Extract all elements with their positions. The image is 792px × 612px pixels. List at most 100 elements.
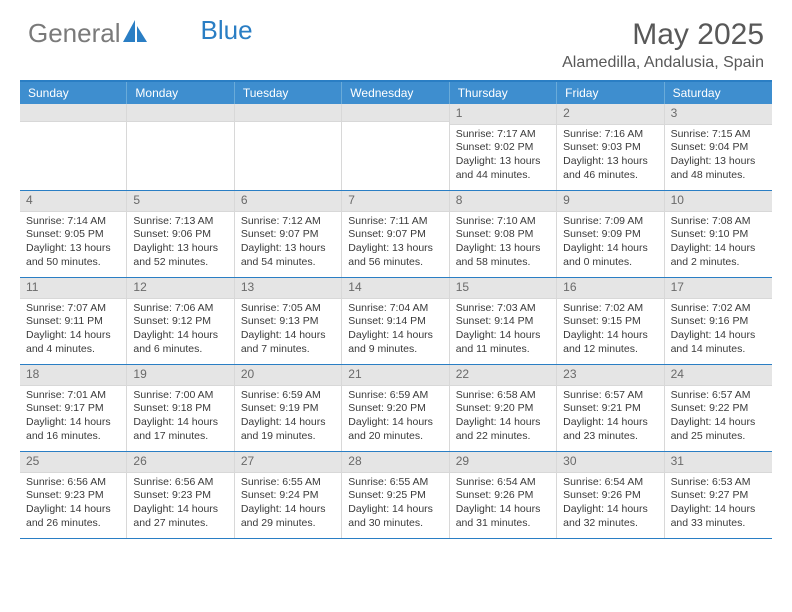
day-cell: 21Sunrise: 6:59 AMSunset: 9:20 PMDayligh… [342, 365, 449, 451]
day-cell: 26Sunrise: 6:56 AMSunset: 9:23 PMDayligh… [127, 452, 234, 538]
day-text: Sunrise: 7:04 AMSunset: 9:14 PMDaylight:… [342, 299, 448, 360]
day-cell: 30Sunrise: 6:54 AMSunset: 9:26 PMDayligh… [557, 452, 664, 538]
day-text: Sunrise: 7:11 AMSunset: 9:07 PMDaylight:… [342, 212, 448, 273]
day-cell: 11Sunrise: 7:07 AMSunset: 9:11 PMDayligh… [20, 278, 127, 364]
day-number: 27 [235, 452, 341, 473]
day-cell [342, 104, 449, 190]
day-number: 13 [235, 278, 341, 299]
day-text: Sunrise: 7:17 AMSunset: 9:02 PMDaylight:… [450, 125, 556, 186]
location-subtitle: Alamedilla, Andalusia, Spain [562, 54, 764, 72]
day-text: Sunrise: 7:09 AMSunset: 9:09 PMDaylight:… [557, 212, 663, 273]
day-number [235, 104, 341, 122]
day-number: 2 [557, 104, 663, 125]
day-header-cell: Wednesday [342, 82, 449, 104]
day-number [342, 104, 448, 122]
day-cell: 14Sunrise: 7:04 AMSunset: 9:14 PMDayligh… [342, 278, 449, 364]
day-cell: 29Sunrise: 6:54 AMSunset: 9:26 PMDayligh… [450, 452, 557, 538]
day-text: Sunrise: 7:01 AMSunset: 9:17 PMDaylight:… [20, 386, 126, 447]
day-text: Sunrise: 7:00 AMSunset: 9:18 PMDaylight:… [127, 386, 233, 447]
day-text: Sunrise: 6:54 AMSunset: 9:26 PMDaylight:… [450, 473, 556, 534]
day-number: 19 [127, 365, 233, 386]
day-number: 12 [127, 278, 233, 299]
day-header-cell: Sunday [20, 82, 127, 104]
day-text: Sunrise: 6:55 AMSunset: 9:24 PMDaylight:… [235, 473, 341, 534]
day-text: Sunrise: 7:13 AMSunset: 9:06 PMDaylight:… [127, 212, 233, 273]
day-number: 21 [342, 365, 448, 386]
day-number: 14 [342, 278, 448, 299]
day-header-cell: Monday [127, 82, 234, 104]
day-number: 22 [450, 365, 556, 386]
day-number: 25 [20, 452, 126, 473]
day-number: 3 [665, 104, 772, 125]
day-cell: 28Sunrise: 6:55 AMSunset: 9:25 PMDayligh… [342, 452, 449, 538]
day-cell: 7Sunrise: 7:11 AMSunset: 9:07 PMDaylight… [342, 191, 449, 277]
day-number: 17 [665, 278, 772, 299]
day-cell: 6Sunrise: 7:12 AMSunset: 9:07 PMDaylight… [235, 191, 342, 277]
week-row: 18Sunrise: 7:01 AMSunset: 9:17 PMDayligh… [20, 365, 772, 452]
day-cell: 20Sunrise: 6:59 AMSunset: 9:19 PMDayligh… [235, 365, 342, 451]
day-text: Sunrise: 6:56 AMSunset: 9:23 PMDaylight:… [127, 473, 233, 534]
day-text: Sunrise: 7:02 AMSunset: 9:16 PMDaylight:… [665, 299, 772, 360]
day-cell: 3Sunrise: 7:15 AMSunset: 9:04 PMDaylight… [665, 104, 772, 190]
day-text: Sunrise: 7:05 AMSunset: 9:13 PMDaylight:… [235, 299, 341, 360]
day-text: Sunrise: 6:56 AMSunset: 9:23 PMDaylight:… [20, 473, 126, 534]
day-header-cell: Friday [557, 82, 664, 104]
day-number: 24 [665, 365, 772, 386]
month-title: May 2025 [562, 18, 764, 52]
day-cell: 5Sunrise: 7:13 AMSunset: 9:06 PMDaylight… [127, 191, 234, 277]
day-cell: 4Sunrise: 7:14 AMSunset: 9:05 PMDaylight… [20, 191, 127, 277]
day-text: Sunrise: 7:02 AMSunset: 9:15 PMDaylight:… [557, 299, 663, 360]
day-number: 7 [342, 191, 448, 212]
logo: General Blue [28, 18, 253, 49]
day-cell: 10Sunrise: 7:08 AMSunset: 9:10 PMDayligh… [665, 191, 772, 277]
title-block: May 2025 Alamedilla, Andalusia, Spain [562, 18, 764, 72]
day-text: Sunrise: 6:55 AMSunset: 9:25 PMDaylight:… [342, 473, 448, 534]
week-row: 25Sunrise: 6:56 AMSunset: 9:23 PMDayligh… [20, 452, 772, 539]
day-text: Sunrise: 6:59 AMSunset: 9:20 PMDaylight:… [342, 386, 448, 447]
week-row: 1Sunrise: 7:17 AMSunset: 9:02 PMDaylight… [20, 104, 772, 191]
day-number: 16 [557, 278, 663, 299]
day-cell: 19Sunrise: 7:00 AMSunset: 9:18 PMDayligh… [127, 365, 234, 451]
logo-text-blue: Blue [201, 15, 253, 46]
day-text: Sunrise: 7:14 AMSunset: 9:05 PMDaylight:… [20, 212, 126, 273]
day-cell: 23Sunrise: 6:57 AMSunset: 9:21 PMDayligh… [557, 365, 664, 451]
day-cell [235, 104, 342, 190]
day-text: Sunrise: 7:06 AMSunset: 9:12 PMDaylight:… [127, 299, 233, 360]
day-number: 5 [127, 191, 233, 212]
day-cell: 16Sunrise: 7:02 AMSunset: 9:15 PMDayligh… [557, 278, 664, 364]
day-cell [20, 104, 127, 190]
day-number [127, 104, 233, 122]
day-text: Sunrise: 7:07 AMSunset: 9:11 PMDaylight:… [20, 299, 126, 360]
day-number: 29 [450, 452, 556, 473]
day-cell: 9Sunrise: 7:09 AMSunset: 9:09 PMDaylight… [557, 191, 664, 277]
day-text: Sunrise: 6:59 AMSunset: 9:19 PMDaylight:… [235, 386, 341, 447]
day-header-row: SundayMondayTuesdayWednesdayThursdayFrid… [20, 82, 772, 104]
day-header-cell: Saturday [665, 82, 772, 104]
logo-text-gray: General [28, 18, 121, 49]
calendar-body: 1Sunrise: 7:17 AMSunset: 9:02 PMDaylight… [20, 104, 772, 539]
day-number: 31 [665, 452, 772, 473]
logo-sail-icon [123, 18, 149, 49]
day-text: Sunrise: 6:57 AMSunset: 9:21 PMDaylight:… [557, 386, 663, 447]
week-row: 11Sunrise: 7:07 AMSunset: 9:11 PMDayligh… [20, 278, 772, 365]
day-cell: 15Sunrise: 7:03 AMSunset: 9:14 PMDayligh… [450, 278, 557, 364]
day-cell: 25Sunrise: 6:56 AMSunset: 9:23 PMDayligh… [20, 452, 127, 538]
day-number: 15 [450, 278, 556, 299]
day-cell: 17Sunrise: 7:02 AMSunset: 9:16 PMDayligh… [665, 278, 772, 364]
day-number: 9 [557, 191, 663, 212]
day-cell: 18Sunrise: 7:01 AMSunset: 9:17 PMDayligh… [20, 365, 127, 451]
week-row: 4Sunrise: 7:14 AMSunset: 9:05 PMDaylight… [20, 191, 772, 278]
day-number: 23 [557, 365, 663, 386]
day-number: 28 [342, 452, 448, 473]
day-number [20, 104, 126, 122]
day-header-cell: Tuesday [235, 82, 342, 104]
day-cell: 31Sunrise: 6:53 AMSunset: 9:27 PMDayligh… [665, 452, 772, 538]
day-text: Sunrise: 7:08 AMSunset: 9:10 PMDaylight:… [665, 212, 772, 273]
day-text: Sunrise: 6:57 AMSunset: 9:22 PMDaylight:… [665, 386, 772, 447]
day-text: Sunrise: 7:10 AMSunset: 9:08 PMDaylight:… [450, 212, 556, 273]
day-text: Sunrise: 7:03 AMSunset: 9:14 PMDaylight:… [450, 299, 556, 360]
day-number: 4 [20, 191, 126, 212]
day-cell: 22Sunrise: 6:58 AMSunset: 9:20 PMDayligh… [450, 365, 557, 451]
day-text: Sunrise: 7:15 AMSunset: 9:04 PMDaylight:… [665, 125, 772, 186]
day-cell: 13Sunrise: 7:05 AMSunset: 9:13 PMDayligh… [235, 278, 342, 364]
